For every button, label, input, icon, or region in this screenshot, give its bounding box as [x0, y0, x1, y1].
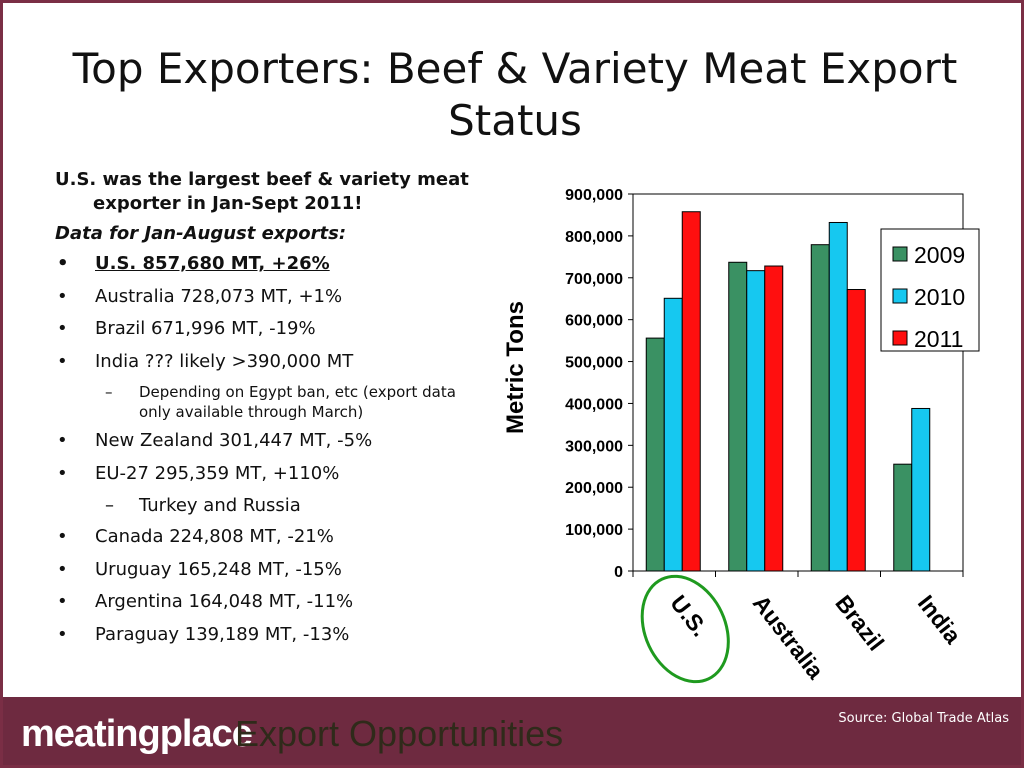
y-tick-label: 300,000: [565, 438, 623, 455]
y-tick-label: 700,000: [565, 271, 623, 288]
y-tick-label: 900,000: [565, 187, 623, 204]
y-tick-label: 100,000: [565, 522, 623, 539]
bullet-item: Depending on Egypt ban, etc (export data…: [55, 382, 475, 422]
bar: [746, 270, 766, 572]
y-tick-label: 400,000: [565, 396, 623, 413]
bar: [846, 289, 866, 572]
bullet-item: Brazil 671,996 MT, -19%: [55, 317, 475, 341]
legend-label: 2010: [914, 284, 965, 310]
bar: [728, 261, 748, 572]
y-tick-label: 0: [614, 564, 623, 581]
legend-swatch: [892, 330, 908, 346]
bar: [911, 407, 931, 572]
bullet-item: Uruguay 165,248 MT, -15%: [55, 558, 475, 582]
bar: [828, 221, 848, 572]
meatingplace-logo: meatingplace: [21, 713, 253, 755]
bullet-item: India ??? likely >390,000 MT: [55, 350, 475, 374]
category-label: India: [913, 590, 967, 648]
category-label: Brazil: [830, 590, 889, 655]
footer-bar: [3, 697, 1021, 765]
highlight-circle: [640, 574, 730, 684]
bar-chart: 0 100,000 200,000 300,000 400,000 500,000 600,…: [502, 187, 980, 684]
category-label: U.S.: [665, 590, 713, 641]
bar: [764, 265, 784, 572]
y-tick-label: 800,000: [565, 229, 623, 246]
bullet-item: New Zealand 301,447 MT, -5%: [55, 429, 475, 453]
bullet-item: Canada 224,808 MT, -21%: [55, 525, 475, 549]
y-axis-label: Metric Tons: [502, 301, 529, 434]
legend-label: 2009: [914, 242, 965, 268]
legend-swatch: [892, 288, 908, 304]
bullet-item: Paraguay 139,189 MT, -13%: [55, 623, 475, 647]
bullet-list: U.S. 857,680 MT, +26% Australia 728,073 M…: [55, 252, 475, 647]
bar: [663, 297, 683, 572]
y-tick-label: 600,000: [565, 313, 623, 330]
legend-swatch: [892, 246, 908, 262]
lead-text: U.S. was the largest beef & variety meat…: [55, 169, 469, 214]
bullet-item: Australia 728,073 MT, +1%: [55, 285, 475, 309]
legend-label: 2011: [914, 326, 963, 352]
bar: [681, 211, 701, 572]
slide-body: U.S. was the largest beef & variety meat…: [55, 168, 475, 655]
bullet-item: U.S. 857,680 MT, +26%: [55, 252, 475, 276]
y-tick-label: 200,000: [565, 480, 623, 497]
bullet-item: EU-27 295,359 MT, +110%: [55, 462, 475, 486]
bullet-item: Argentina 164,048 MT, -11%: [55, 590, 475, 614]
source-note: Source: Global Trade Atlas: [838, 711, 1009, 726]
category-label: Australia: [748, 590, 829, 684]
subheading: Data for Jan-August exports:: [55, 223, 347, 244]
bar: [893, 463, 913, 572]
footer-tagline: Export Opportunities: [235, 713, 564, 754]
slide-title: Top Exporters: Beef & Variety Meat Expor…: [72, 44, 958, 145]
bullet-item: Turkey and Russia: [55, 494, 475, 518]
y-tick-label: 500,000: [565, 355, 623, 372]
bar: [810, 244, 830, 572]
bar: [645, 337, 665, 572]
